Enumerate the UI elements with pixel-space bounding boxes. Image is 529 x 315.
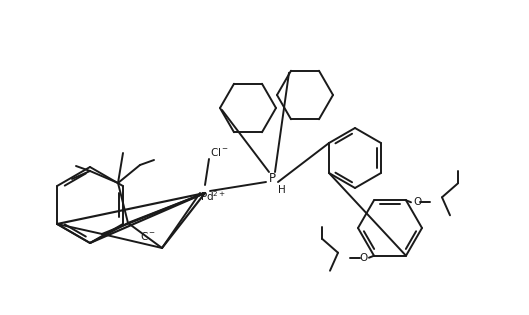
Text: C$^-$: C$^-$ — [140, 230, 156, 242]
Text: O: O — [413, 197, 421, 207]
Text: Pd$^{2+}$: Pd$^{2+}$ — [200, 189, 226, 203]
Text: H: H — [278, 185, 286, 195]
Text: Cl$^-$: Cl$^-$ — [210, 146, 229, 158]
Text: O: O — [359, 253, 367, 263]
Text: P: P — [269, 171, 276, 185]
